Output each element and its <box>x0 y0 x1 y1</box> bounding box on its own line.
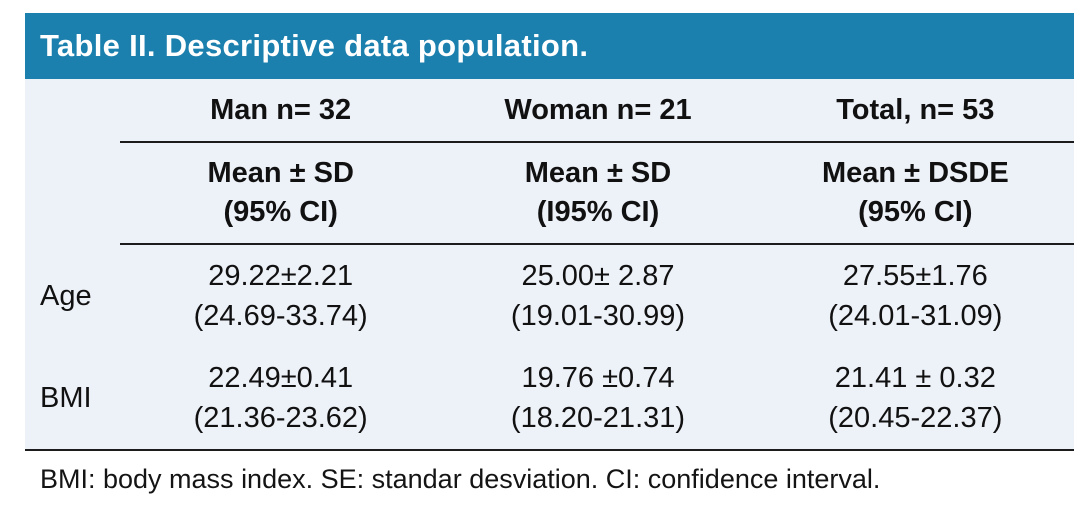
age-man-ci: (24.69-33.74) <box>193 300 368 332</box>
subheader-total: Mean ± DSDE (95% CI) <box>757 154 1074 232</box>
subheader-total-line2: (95% CI) <box>858 196 973 228</box>
column-header-row: Man n= 32 Woman n= 21 Total, n= 53 <box>25 79 1074 141</box>
rule-below-column-headers <box>120 141 1074 143</box>
bmi-man-mean: 22.49±0.41 <box>208 361 354 394</box>
age-total-ci: (24.01-31.09) <box>828 300 1003 332</box>
table-title: Table II. Descriptive data population. <box>40 28 589 63</box>
bmi-man-ci: (21.36-23.62) <box>193 402 368 434</box>
age-man-mean: 29.22±2.21 <box>208 259 354 292</box>
bmi-total-cell: 21.41 ± 0.32 (20.45-22.37) <box>757 358 1074 438</box>
subheader-woman-line2: (I95% CI) <box>536 196 660 228</box>
age-woman-ci: (19.01-30.99) <box>510 300 686 332</box>
column-header-woman: Woman n= 21 <box>504 93 692 126</box>
subheader-woman-line1: Mean ± SD <box>524 156 672 189</box>
subheader-total-line1: Mean ± DSDE <box>821 156 1009 189</box>
bmi-woman-ci: (18.20-21.31) <box>510 402 686 434</box>
bmi-man-cell: 22.49±0.41 (21.36-23.62) <box>122 358 439 438</box>
subheader-man-line1: Mean ± SD <box>207 156 354 189</box>
table-row-age: Age 29.22±2.21 (24.69-33.74) 25.00± 2.87… <box>25 245 1074 347</box>
table-footnote: BMI: body mass index. SE: standar desvia… <box>40 464 881 494</box>
subheader-woman: Mean ± SD (I95% CI) <box>439 154 756 232</box>
subheader-row: Mean ± SD (95% CI) Mean ± SD (I95% CI) M… <box>25 143 1074 243</box>
age-woman-cell: 25.00± 2.87 (19.01-30.99) <box>439 256 756 336</box>
descriptive-data-table: Table II. Descriptive data population. M… <box>25 13 1074 495</box>
bmi-woman-mean: 19.76 ±0.74 <box>521 361 675 394</box>
bmi-total-mean: 21.41 ± 0.32 <box>834 361 996 394</box>
age-woman-mean: 25.00± 2.87 <box>521 259 675 292</box>
rule-below-subheaders <box>120 243 1074 245</box>
column-header-total: Total, n= 53 <box>836 93 995 126</box>
age-man-cell: 29.22±2.21 (24.69-33.74) <box>122 256 439 336</box>
row-label-bmi: BMI <box>40 381 92 414</box>
table-body: Man n= 32 Woman n= 21 Total, n= 53 Mean … <box>25 79 1074 451</box>
table-title-bar: Table II. Descriptive data population. <box>25 13 1074 79</box>
bmi-woman-cell: 19.76 ±0.74 (18.20-21.31) <box>439 358 756 438</box>
subheader-man: Mean ± SD (95% CI) <box>122 154 439 232</box>
subheader-man-line2: (95% CI) <box>223 196 338 228</box>
age-total-cell: 27.55±1.76 (24.01-31.09) <box>757 256 1074 336</box>
column-header-man: Man n= 32 <box>210 93 352 126</box>
bmi-total-ci: (20.45-22.37) <box>828 402 1003 434</box>
row-label-age: Age <box>40 279 92 312</box>
age-total-mean: 27.55±1.76 <box>842 259 988 292</box>
table-row-bmi: BMI 22.49±0.41 (21.36-23.62) 19.76 ±0.74… <box>25 347 1074 449</box>
